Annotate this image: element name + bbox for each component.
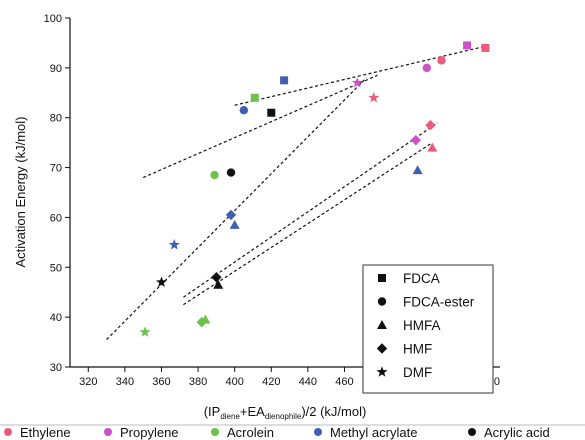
legend-square-marker	[378, 274, 386, 282]
trend-lines	[106, 44, 490, 341]
x-axis-title-prefix: (IP	[204, 404, 221, 419]
data-point-star	[168, 239, 180, 250]
shape-legend-label: DMF	[403, 365, 432, 380]
legend-star-marker	[376, 366, 388, 377]
data-point-square	[481, 43, 490, 52]
trend-line	[234, 44, 490, 106]
trend-line	[142, 74, 378, 179]
data-point-square	[280, 76, 289, 85]
data-point-triangle	[412, 165, 423, 175]
color-legend: Ethylene Propylene Acrolein Methyl acrylate…	[0, 424, 585, 440]
color-legend-items: Ethylene Propylene Acrolein Methyl acrylate…	[4, 425, 550, 440]
data-point-star	[155, 276, 168, 287]
data-point-diamond	[196, 316, 207, 328]
legend-diamond-marker	[376, 343, 388, 354]
color-legend-swatch	[211, 428, 219, 436]
y-tick-label: 50	[50, 262, 62, 274]
x-axis-title-suffix: )/2 (kJ/mol)	[301, 404, 366, 419]
x-tick-label: 380	[189, 376, 207, 388]
legend-circle-marker	[377, 297, 387, 306]
x-tick-label: 360	[152, 376, 170, 388]
data-point-diamond	[410, 134, 422, 146]
y-tick-label: 60	[50, 212, 62, 224]
color-legend-label: Ethylene	[20, 425, 71, 440]
y-tick-label: 80	[50, 113, 62, 125]
data-point-star	[351, 77, 363, 88]
data-point-diamond	[425, 119, 436, 131]
data-point-triangle	[229, 219, 240, 229]
color-legend-swatch	[468, 428, 476, 436]
data-point-circle	[422, 63, 432, 73]
shape-legend-label: FDCA-ester	[403, 295, 475, 310]
data-point-square	[250, 93, 259, 102]
x-tick-label: 400	[226, 376, 244, 388]
color-legend-label: Acrylic acid	[484, 425, 550, 440]
data-point-circle	[239, 106, 249, 115]
x-axis-title-sub2: dienophile	[265, 412, 302, 421]
x-tick-label: 460	[335, 376, 353, 388]
data-point-square	[463, 41, 472, 50]
color-legend-label: Propylene	[120, 425, 179, 440]
shape-legend-label: FDCA	[403, 271, 440, 286]
x-tick-label: 340	[116, 376, 134, 388]
x-tick-label: 320	[79, 376, 97, 388]
data-point-star	[139, 326, 151, 337]
color-legend-swatch	[314, 428, 322, 436]
data-points	[139, 41, 490, 337]
y-tick-label: 90	[50, 63, 62, 75]
color-legend-swatch	[4, 428, 12, 436]
y-tick-label: 70	[50, 163, 62, 175]
data-point-circle	[210, 170, 219, 180]
x-axis-title-sub1: diene	[220, 412, 240, 421]
y-axis-title: Activation Energy (kJ/mol)	[13, 117, 28, 268]
data-point-square	[267, 108, 276, 117]
data-point-diamond	[211, 272, 222, 283]
color-legend-label: Acrolein	[227, 425, 274, 440]
data-point-triangle	[213, 279, 224, 289]
data-point-circle	[226, 168, 236, 177]
trend-line	[106, 77, 367, 341]
y-axis-ticks: 30 40 50 60 70 80 90 100	[44, 13, 70, 374]
shape-legend-label: HMF	[403, 342, 432, 357]
color-legend-label: Methyl acrylate	[330, 425, 417, 440]
y-tick-label: 100	[44, 13, 62, 25]
shape-legend: FDCA FDCA-ester HMFA HMF DMF	[362, 264, 494, 394]
shape-legend-label: HMFA	[403, 318, 441, 333]
legend-triangle-marker	[377, 320, 387, 329]
data-point-circle	[437, 56, 446, 65]
y-tick-label: 30	[50, 362, 62, 374]
y-tick-label: 40	[50, 312, 62, 324]
x-axis-title-middle: +EA	[240, 404, 265, 419]
x-tick-label: 420	[262, 376, 280, 388]
data-point-diamond	[225, 209, 237, 221]
color-legend-swatch	[104, 428, 112, 436]
data-point-star	[368, 91, 380, 103]
data-point-triangle	[427, 142, 438, 152]
x-axis-title: (IPdiene+EAdienophile)/2 (kJ/mol)	[204, 404, 367, 421]
trend-line	[183, 122, 439, 298]
x-tick-label: 440	[299, 376, 317, 388]
shape-legend-items: FDCA FDCA-ester HMFA HMF DMF	[376, 271, 475, 380]
